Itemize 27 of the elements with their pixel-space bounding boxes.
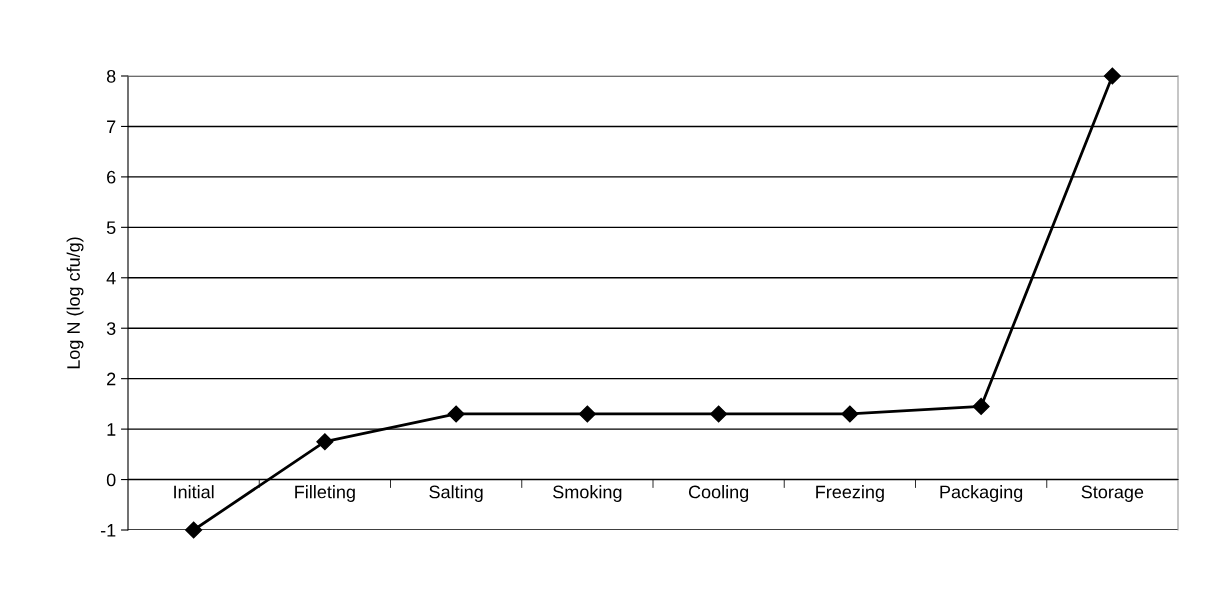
x-tick-label: Salting xyxy=(429,485,483,502)
x-tick-label: Initial xyxy=(174,485,214,499)
y-tick-label: 5 xyxy=(106,221,116,235)
x-tick-label: Filleting xyxy=(295,485,355,502)
y-tick-label: 0 xyxy=(106,473,116,487)
y-tick-label: 3 xyxy=(106,322,116,335)
point xyxy=(1103,67,1121,85)
point xyxy=(578,405,596,423)
y-tick-label: 4 xyxy=(106,271,116,285)
point xyxy=(185,521,203,539)
x-tick-label: Packaging xyxy=(940,485,1023,502)
x-tick-label: Freezing xyxy=(816,485,884,502)
x-tick-label: Cooling xyxy=(688,485,749,502)
point xyxy=(316,433,334,451)
y-tick-label: 2 xyxy=(107,372,116,386)
y-tick-label: 8 xyxy=(106,69,116,83)
x-tick-label: Storage xyxy=(1081,485,1144,502)
point xyxy=(710,405,728,423)
y-tick-label: 6 xyxy=(107,170,116,184)
y-axis-title: Log N (log cfu/g) xyxy=(66,237,84,369)
x-tick-label: Smoking xyxy=(553,485,622,502)
point xyxy=(447,405,465,423)
point xyxy=(972,397,990,415)
y-tick-label: 7 xyxy=(107,120,116,133)
y-tick-label: 1 xyxy=(107,423,116,436)
y-tick-label: -1 xyxy=(100,524,116,537)
point xyxy=(841,405,859,423)
